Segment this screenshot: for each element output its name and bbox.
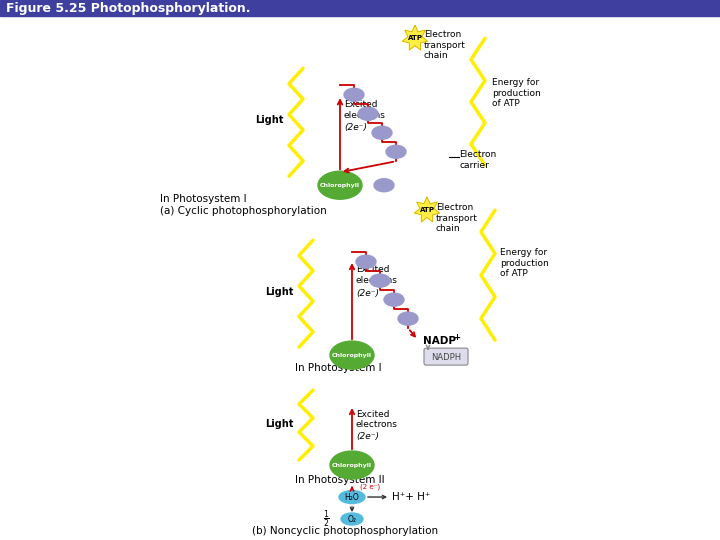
Text: Figure 5.25 Photophosphorylation.: Figure 5.25 Photophosphorylation.	[6, 2, 251, 15]
Text: ATP: ATP	[408, 35, 423, 42]
Ellipse shape	[318, 171, 362, 199]
Text: H⁺+ H⁺: H⁺+ H⁺	[392, 492, 431, 502]
Text: Excited
electrons: Excited electrons	[356, 265, 398, 285]
Text: In Photosystem II: In Photosystem II	[295, 475, 384, 485]
Text: $\frac{1}{2}$: $\frac{1}{2}$	[323, 508, 330, 530]
Ellipse shape	[370, 274, 390, 287]
Text: Electron
transport
chain: Electron transport chain	[436, 203, 478, 233]
Text: In Photosystem I: In Photosystem I	[295, 363, 382, 373]
Text: NADP: NADP	[423, 336, 456, 346]
FancyBboxPatch shape	[424, 348, 468, 365]
Text: (2e⁻): (2e⁻)	[344, 123, 367, 132]
Text: (2 e⁻): (2 e⁻)	[360, 484, 380, 490]
Text: H₂O: H₂O	[345, 492, 359, 502]
Text: Excited
electrons: Excited electrons	[356, 410, 398, 429]
Text: Energy for
production
of ATP: Energy for production of ATP	[500, 248, 549, 278]
Text: NADPH: NADPH	[431, 353, 461, 362]
Text: Electron
carrier: Electron carrier	[459, 150, 496, 170]
Text: O₂: O₂	[348, 515, 356, 523]
Text: ATP: ATP	[420, 207, 434, 213]
Text: Chlorophyll: Chlorophyll	[332, 463, 372, 468]
Text: Chlorophyll: Chlorophyll	[320, 183, 360, 188]
Text: Light: Light	[266, 287, 294, 297]
Ellipse shape	[330, 451, 374, 479]
Ellipse shape	[358, 107, 378, 120]
Text: Electron
transport
chain: Electron transport chain	[424, 30, 466, 60]
Text: Light: Light	[266, 419, 294, 429]
Text: Energy for
production
of ATP: Energy for production of ATP	[492, 78, 541, 108]
Ellipse shape	[374, 179, 394, 192]
Polygon shape	[402, 25, 428, 50]
Text: Chlorophyll: Chlorophyll	[332, 353, 372, 357]
Ellipse shape	[372, 126, 392, 139]
Text: +: +	[453, 333, 460, 342]
Ellipse shape	[339, 490, 365, 503]
Ellipse shape	[384, 293, 404, 306]
Ellipse shape	[398, 312, 418, 325]
Polygon shape	[414, 197, 440, 222]
Bar	[0, 1, 720, 16]
Ellipse shape	[356, 255, 376, 268]
Ellipse shape	[341, 513, 363, 525]
Text: (b) Noncyclic photophosphorylation: (b) Noncyclic photophosphorylation	[252, 526, 438, 536]
Text: Light: Light	[256, 115, 284, 125]
Text: (2e⁻): (2e⁻)	[356, 289, 379, 298]
Ellipse shape	[344, 88, 364, 102]
Ellipse shape	[386, 145, 406, 158]
Text: Excited
electrons: Excited electrons	[344, 100, 386, 120]
Text: In Photosystem I
(a) Cyclic photophosphorylation: In Photosystem I (a) Cyclic photophospho…	[160, 194, 327, 216]
Ellipse shape	[330, 341, 374, 369]
Text: (2e⁻): (2e⁻)	[356, 432, 379, 441]
